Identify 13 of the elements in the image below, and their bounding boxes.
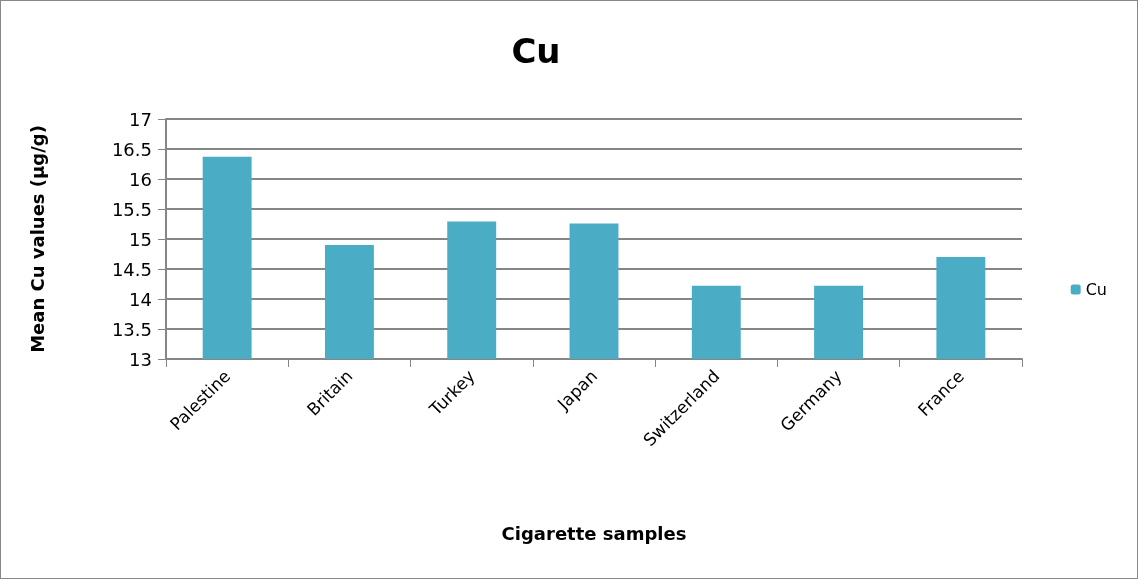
y-tick-label: 16.5 — [111, 138, 152, 160]
y-tick-label: 14 — [129, 288, 152, 310]
y-tick-label: 14.5 — [111, 258, 152, 280]
x-axis-title: Cigarette samples — [501, 522, 687, 544]
y-tick-label: 13.5 — [111, 318, 152, 340]
y-axis-title: Mean Cu values (µg/g) — [26, 125, 48, 353]
y-tick-label: 15 — [129, 228, 152, 250]
y-tick-label: 13 — [129, 348, 152, 370]
y-tick-label: 15.5 — [111, 198, 152, 220]
chart-title: Cu — [511, 31, 561, 71]
y-tick-label: 16 — [129, 168, 152, 190]
legend-label: Cu — [1085, 280, 1107, 299]
y-tick-label: 17 — [129, 108, 152, 130]
